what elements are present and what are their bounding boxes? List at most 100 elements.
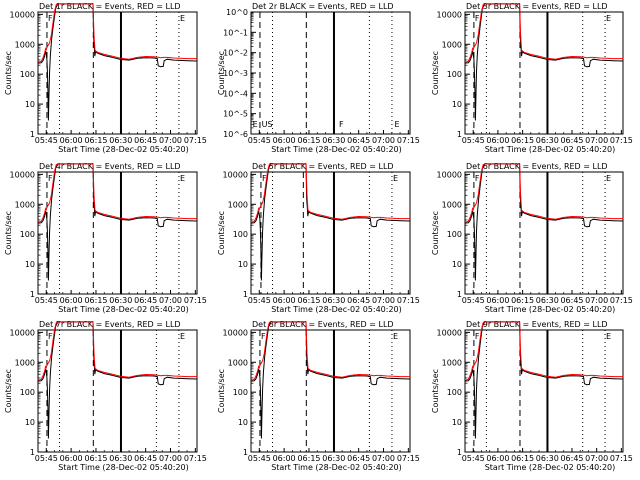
- x-tick-label: 06:30: [109, 296, 132, 305]
- x-tick-label: 05:45: [35, 136, 58, 145]
- y-axis: 1 10 100 1000 10000: [223, 170, 256, 299]
- x-tick-label: 06:00: [60, 454, 83, 463]
- x-tick-label: 06:30: [322, 296, 345, 305]
- x-tick-label: 06:00: [273, 454, 296, 463]
- x-tick-label: 06:15: [297, 136, 320, 145]
- series-lld-line: [250, 321, 410, 381]
- series-events-line: [464, 163, 624, 281]
- x-tick-label: 05:45: [35, 296, 58, 305]
- x-tick-label: 07:00: [372, 454, 395, 463]
- x-tick-label: 06:45: [347, 136, 370, 145]
- y-tick-label: 100: [447, 230, 462, 239]
- y-axis: 1 10 100 1000 10000: [10, 170, 43, 299]
- panel-title: Det 1r BLACK = Events, RED = LLD: [39, 2, 181, 11]
- marker-label: US: [262, 120, 273, 129]
- x-tick-label: 07:15: [397, 454, 420, 463]
- x-axis-label: Start Time (28-Dec-02 05:40:20): [271, 145, 402, 154]
- y-tick-label: 100: [447, 388, 462, 397]
- x-tick-label: 05:45: [35, 454, 58, 463]
- detector-panel-5: Det 5r BLACK = Events, RED = LLD 1 10 100 10…: [217, 162, 420, 314]
- y-tick-label: 10: [238, 260, 248, 269]
- y-axis: 1 10 100 1000 10000: [10, 328, 43, 457]
- marker-label: E: [606, 332, 611, 341]
- marker-label: F: [262, 174, 267, 183]
- y-tick-label: 1: [30, 290, 35, 299]
- y-tick-label: 1: [243, 290, 248, 299]
- panel-title: Det 3r BLACK = Events, RED = LLD: [466, 2, 608, 11]
- marker-label: F: [48, 174, 53, 183]
- marker-label: E: [180, 332, 185, 341]
- series-lld-line: [37, 321, 197, 381]
- y-tick-label: 100: [447, 70, 462, 79]
- x-tick-label: 07:00: [159, 454, 182, 463]
- marker-label: E: [393, 174, 398, 183]
- y-tick-label: 10000: [223, 170, 248, 179]
- x-tick-label: 06:15: [297, 296, 320, 305]
- series-events-line: [37, 321, 198, 439]
- y-tick-label: 1: [30, 448, 35, 457]
- y-tick-label: 1000: [228, 358, 248, 367]
- y-axis: 1 10 100 1000 10000: [10, 10, 43, 139]
- plot-frame: [37, 171, 198, 295]
- y-axis-label: Counts/sec: [217, 51, 226, 95]
- x-tick-label: 06:30: [536, 296, 559, 305]
- y-axis-label: Counts/sec: [4, 369, 13, 413]
- x-axis: 05:45 06:00 06:15 06:30 06:45 07:00 07:15: [35, 130, 207, 145]
- y-tick-label: 10000: [437, 10, 462, 19]
- x-tick-label: 05:45: [248, 454, 271, 463]
- y-axis-label: Counts/sec: [431, 211, 440, 255]
- y-tick-label: 10^-5: [223, 110, 248, 119]
- y-tick-label: 1: [457, 448, 462, 457]
- x-tick-label: 06:00: [486, 296, 509, 305]
- series-events-line: [464, 321, 624, 439]
- marker-label: F: [475, 174, 480, 183]
- detector-panel-1: Det 1r BLACK = Events, RED = LLD 1 10 100 10…: [4, 2, 207, 154]
- marker-label: E: [606, 174, 611, 183]
- panel-title: Det 4r BLACK = Events, RED = LLD: [39, 162, 181, 171]
- y-tick-label: 10: [238, 418, 248, 427]
- plot-frame: [250, 329, 411, 453]
- x-tick-label: 06:30: [536, 454, 559, 463]
- x-axis-label: Start Time (28-Dec-02 05:40:20): [271, 463, 402, 472]
- plot-frame: [37, 329, 198, 453]
- x-tick-label: 06:00: [60, 296, 83, 305]
- y-tick-label: 1: [457, 130, 462, 139]
- plot-frame: [464, 11, 624, 135]
- x-axis-label: Start Time (28-Dec-02 05:40:20): [58, 463, 189, 472]
- x-tick-label: 07:15: [397, 136, 420, 145]
- x-axis: 05:45 06:00 06:15 06:30 06:45 07:00 07:15: [248, 130, 420, 145]
- series-lld-line: [37, 3, 197, 63]
- x-tick-label: 06:00: [486, 454, 509, 463]
- detector-panel-6: Det 6r BLACK = Events, RED = LLD 1 10 100 10…: [431, 162, 633, 314]
- y-axis: 10^-6 10^-5 10^-4 10^-3 10^-2 10^-1 10^0: [223, 8, 256, 139]
- detector-panel-9: Det 9r BLACK = Events, RED = LLD 1 10 100 10…: [431, 320, 633, 472]
- x-tick-label: 06:45: [560, 136, 583, 145]
- marker-label: E: [180, 174, 185, 183]
- x-tick-label: 06:30: [109, 454, 132, 463]
- x-tick-label: 06:45: [347, 454, 370, 463]
- detector-panel-2: Det 2r BLACK = Events, RED = LLD10^-610^…: [217, 2, 420, 154]
- y-axis: 1 10 100 1000 10000: [223, 328, 256, 457]
- x-tick-label: 06:30: [109, 136, 132, 145]
- x-tick-label: 06:15: [84, 136, 107, 145]
- y-tick-label: 1000: [442, 358, 462, 367]
- plot-frame: [464, 171, 624, 295]
- series-events-line: [464, 3, 624, 121]
- x-tick-label: 06:15: [84, 454, 107, 463]
- y-tick-label: 100: [233, 388, 248, 397]
- x-tick-label: 06:30: [322, 454, 345, 463]
- series-lld-line: [464, 163, 623, 223]
- series-events-line: [250, 163, 411, 281]
- x-tick-label: 06:00: [486, 136, 509, 145]
- series-lld-line: [250, 163, 410, 223]
- x-axis-label: Start Time (28-Dec-02 05:40:20): [58, 145, 189, 154]
- detector-panel-3: Det 3r BLACK = Events, RED = LLD 1 10 100 10…: [431, 2, 633, 154]
- x-tick-label: 07:00: [159, 136, 182, 145]
- x-tick-label: 06:45: [560, 296, 583, 305]
- series-lld-line: [464, 3, 623, 63]
- y-tick-label: 10: [25, 418, 35, 427]
- y-tick-label: 10000: [223, 328, 248, 337]
- y-axis: 1 10 100 1000 10000: [437, 10, 470, 139]
- x-axis: 05:45 06:00 06:15 06:30 06:45 07:00 07:15: [35, 448, 207, 463]
- marker-label: F: [48, 14, 53, 23]
